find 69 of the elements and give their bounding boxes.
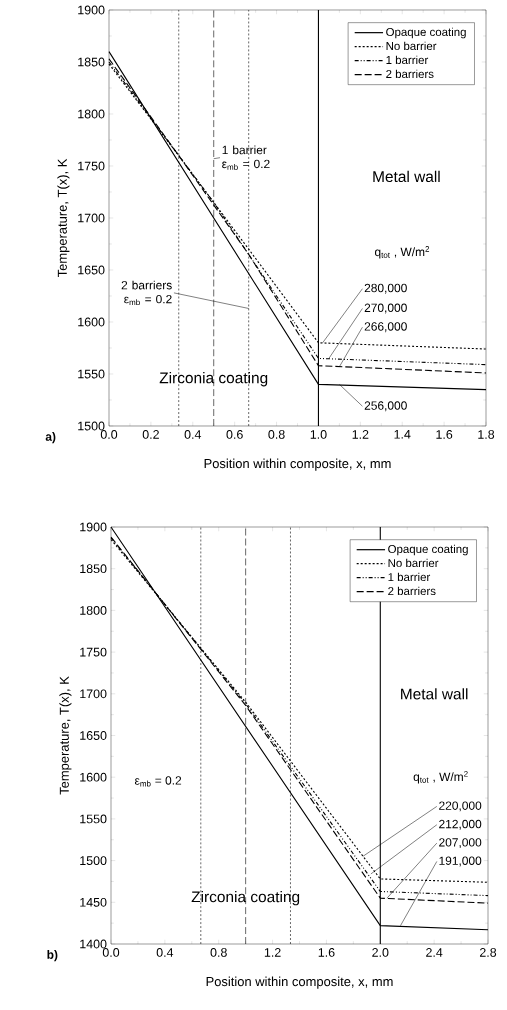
annotation: 220,000 — [439, 801, 482, 812]
x-tick-label: 2.0 — [372, 948, 389, 957]
x-tick-label: 0.8 — [210, 948, 227, 957]
y-tick-label: 1750 — [78, 161, 105, 171]
annotation: 1 barrier ε$_{mb}$ = 0.2 — [222, 145, 270, 170]
annotation: 256,000 — [364, 401, 407, 412]
legend-label: Opaque coating — [386, 27, 466, 39]
y-tick-label: 1650 — [80, 731, 107, 740]
y-axis-title: Temperature, T(x), K — [59, 676, 72, 795]
y-tick-label: 1900 — [78, 5, 105, 15]
annotation: Metal wall — [373, 170, 440, 183]
annotation: q$_{tot}$ , W/m$^{2}$ — [413, 771, 468, 784]
legend-label: 1 barrier — [386, 55, 429, 65]
y-tick-label: 1850 — [78, 57, 105, 67]
x-tick-label: 2.4 — [426, 948, 443, 957]
annotation: q$_{tot}$ , W/m$^{2}$ — [374, 246, 430, 259]
text: b) — [47, 950, 58, 962]
y-tick-label: 1550 — [80, 814, 107, 824]
x-tick-label: 0.2 — [142, 430, 159, 439]
text: a) — [45, 432, 56, 444]
annotation: Metal wall — [401, 688, 468, 700]
x-tick-label: 1.8 — [478, 430, 495, 439]
x-axis-title: Position within composite, x, mm — [204, 458, 391, 471]
legend-label: 2 barriers — [388, 586, 436, 596]
annotation: ε$_{mb}$ = 0.2 — [134, 776, 182, 787]
y-tick-label: 1650 — [78, 265, 105, 275]
y-tick-label: 1800 — [78, 109, 105, 119]
annotation: 191,000 — [439, 856, 482, 867]
legend-label: No barrier — [388, 558, 439, 568]
x-tick-label: 1.0 — [310, 430, 327, 439]
legend-label: 1 barrier — [388, 572, 431, 582]
x-tick-label: 0.6 — [226, 430, 243, 439]
y-axis-title: Temperature, T(x), K — [57, 158, 70, 278]
x-tick-label: 1.2 — [264, 948, 281, 957]
annotation: Zirconia coating — [159, 372, 268, 387]
x-tick-label: 0.8 — [268, 430, 285, 439]
annotation: 270,000 — [364, 303, 407, 314]
y-tick-label: 1500 — [78, 421, 105, 431]
y-tick-label: 1750 — [80, 647, 107, 657]
x-tick-label: 1.2 — [352, 430, 369, 439]
annotation: Zirconia coating — [191, 890, 300, 906]
x-tick-label: 2.8 — [479, 948, 497, 957]
x-tick-label: 0.4 — [156, 948, 174, 957]
y-tick-label: 1600 — [80, 772, 107, 782]
y-tick-label: 1700 — [78, 213, 105, 223]
y-tick-label: 1700 — [80, 689, 107, 699]
x-tick-label: 1.4 — [394, 430, 411, 439]
y-tick-label: 1400 — [80, 939, 107, 949]
y-tick-label: 1800 — [80, 606, 107, 615]
x-tick-label: 0.0 — [102, 948, 120, 957]
y-tick-label: 1600 — [78, 317, 105, 327]
annotation: 280,000 — [364, 283, 407, 294]
legend-label: Opaque coating — [388, 544, 468, 556]
y-tick-label: 1500 — [80, 856, 107, 866]
x-tick-label: 0.4 — [184, 430, 202, 439]
annotation: 2 barriers ε$_{mb}$ = 0.2 — [121, 280, 172, 306]
x-tick-label: 1.6 — [436, 430, 453, 439]
x-tick-label: 1.6 — [318, 948, 335, 957]
annotation: 207,000 — [439, 838, 482, 849]
y-tick-label: 1450 — [80, 897, 107, 907]
y-tick-label: 1850 — [80, 564, 107, 574]
annotation: 212,000 — [439, 819, 482, 830]
legend-label: 2 barriers — [386, 69, 434, 79]
x-axis-title: Position within composite, x, mm — [206, 976, 393, 989]
x-tick-label: 0.0 — [100, 430, 118, 439]
legend-label: No barrier — [386, 41, 437, 51]
y-tick-label: 1550 — [78, 369, 105, 379]
annotation: 266,000 — [364, 322, 407, 333]
y-tick-label: 1900 — [80, 522, 107, 532]
